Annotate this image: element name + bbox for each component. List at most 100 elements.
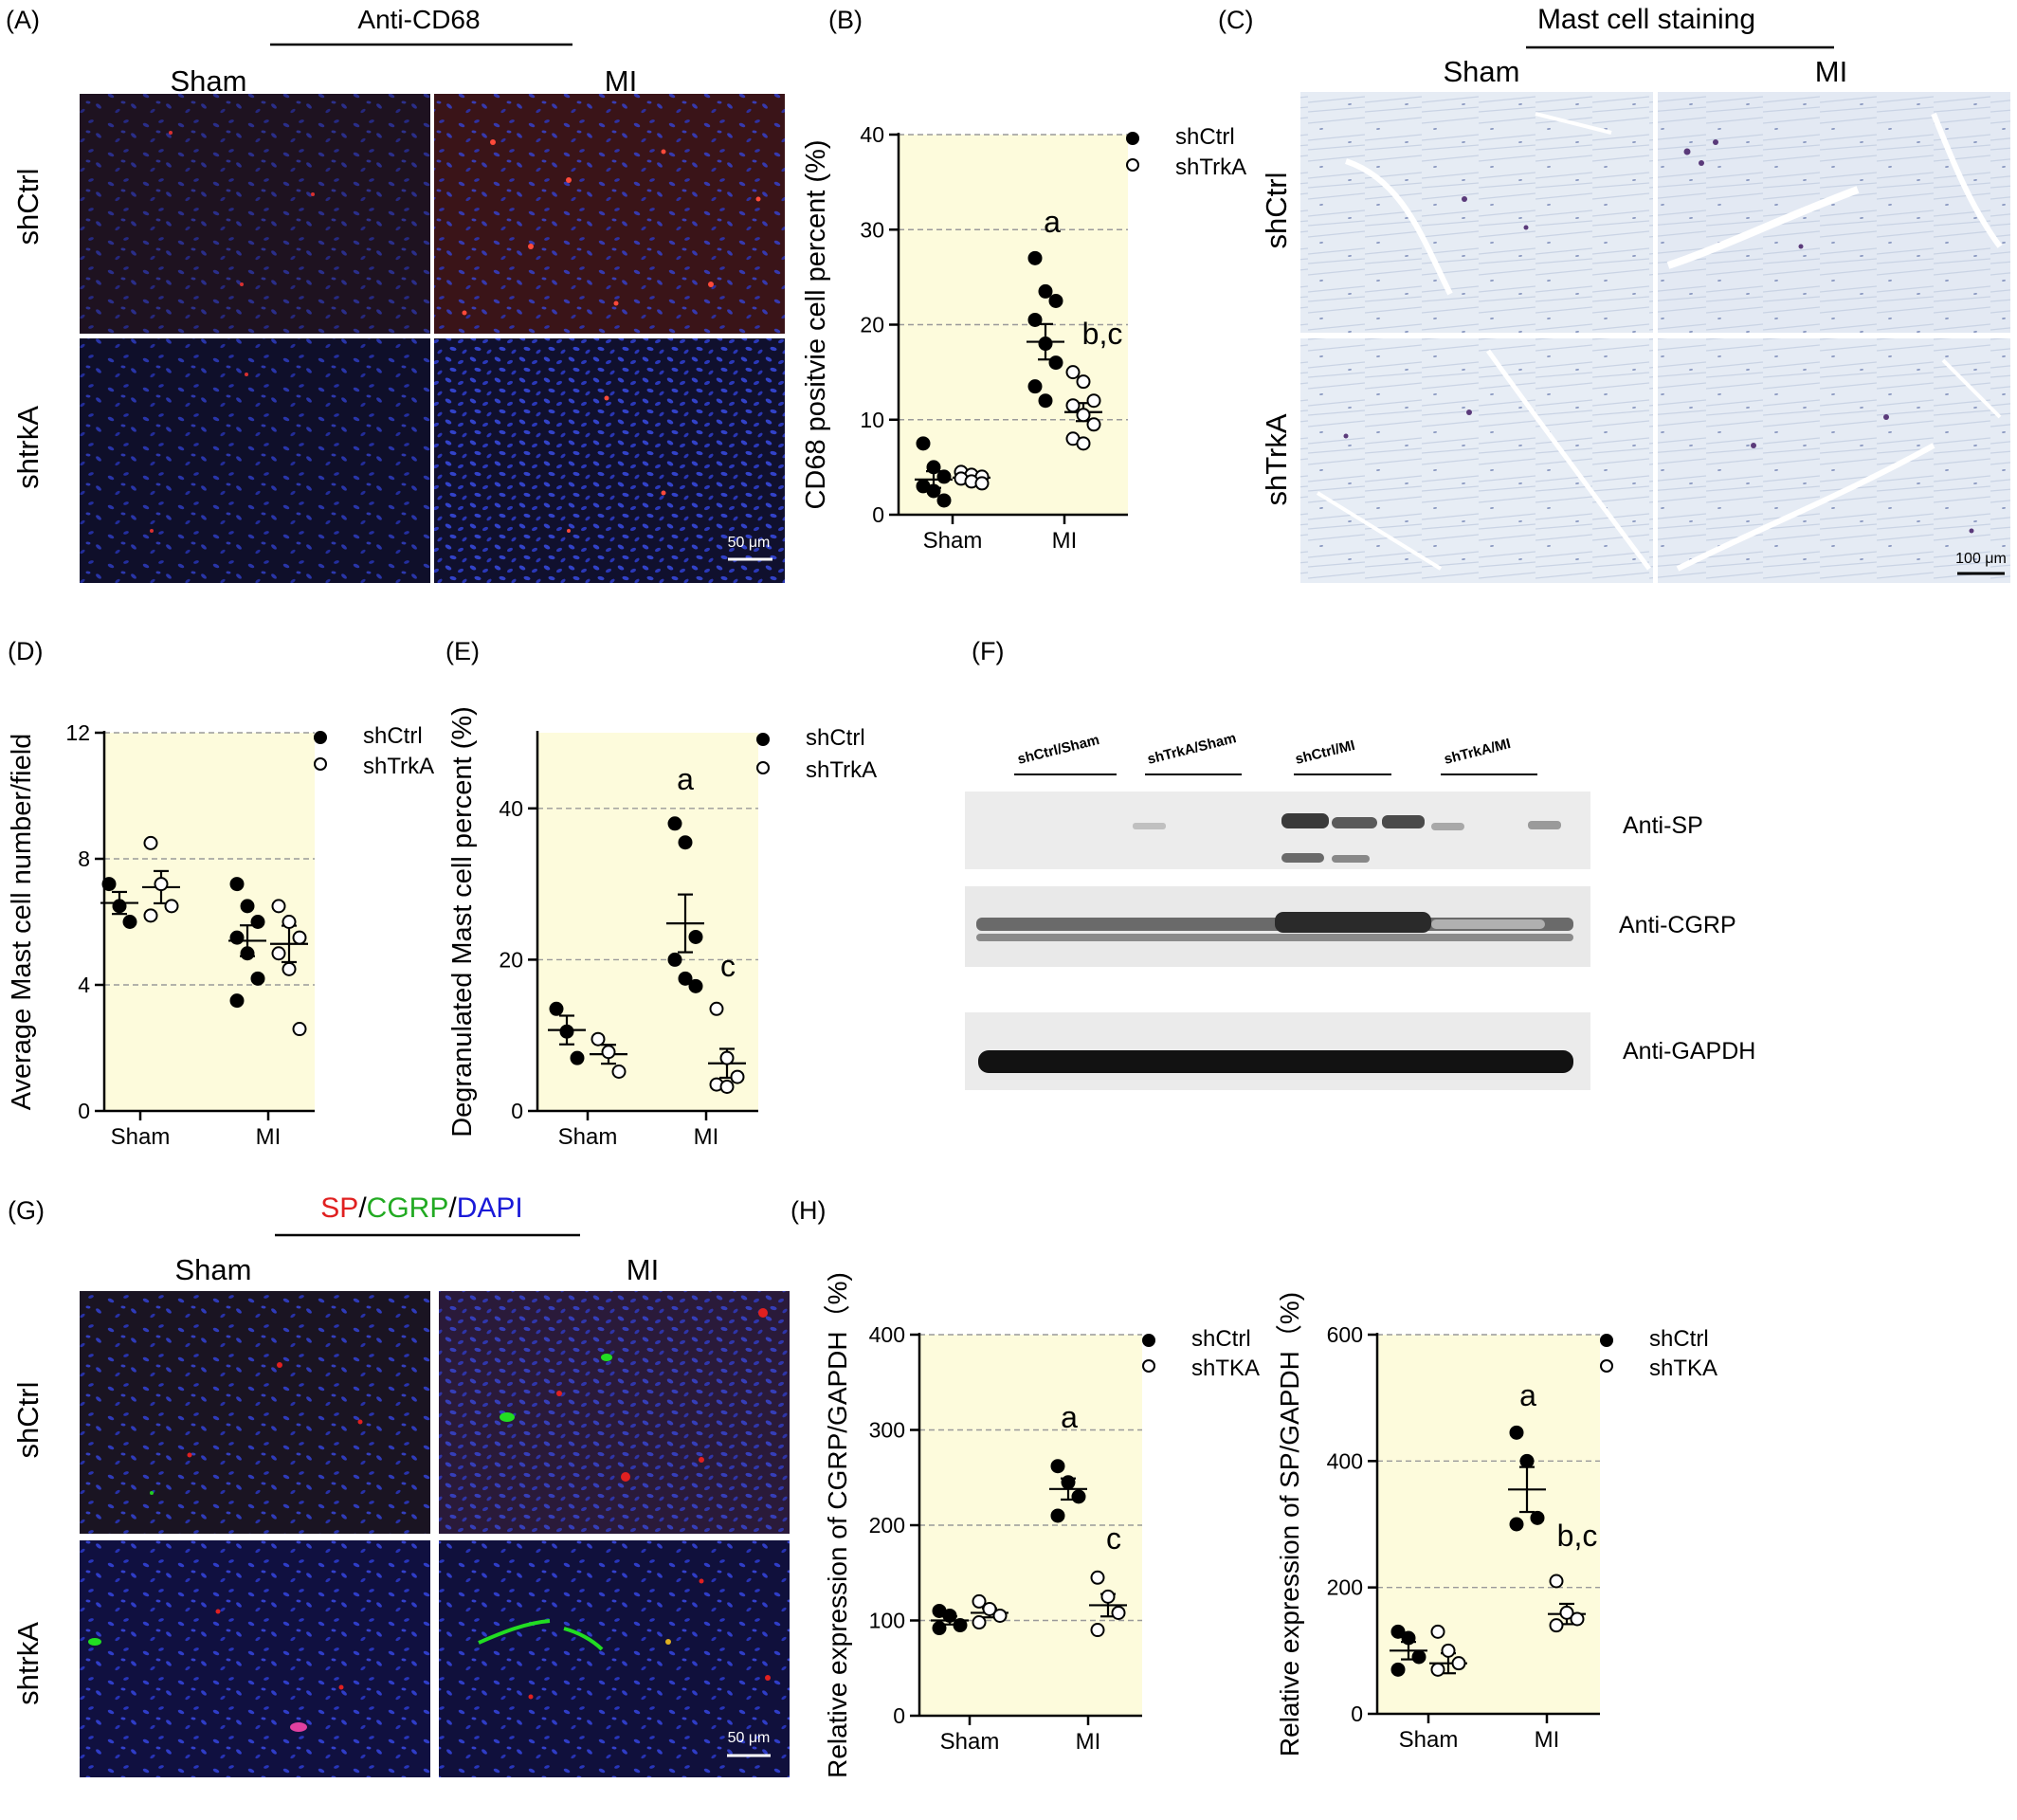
panel-d-shtrka-point-1-5 xyxy=(292,1022,307,1037)
panel-b-shctrl-point-0-1 xyxy=(926,460,941,475)
panel-b-shtrka-point-0-5 xyxy=(974,476,990,491)
panel-g-row-shtrka: shtrkA xyxy=(11,1622,45,1705)
panel-a-row-shtrka: shtrkA xyxy=(11,406,45,489)
panel-e-shtrka-point-0-1 xyxy=(601,1045,616,1060)
panel-b-y-tick-label-3: 30 xyxy=(860,217,884,242)
panel-a-letter: (A) xyxy=(6,6,40,34)
panel-b-shtrka-point-1-0 xyxy=(1065,365,1081,380)
panel-b-shctrl-point-1-6 xyxy=(1027,379,1043,394)
panel-e-shtrka-point-1-4 xyxy=(719,1079,735,1094)
panel-h1-y-tick-label-2: 200 xyxy=(869,1513,905,1538)
panel-e-legend-label-1: shTrkA xyxy=(806,757,877,783)
panel-b-x-tick-label-0: Sham xyxy=(923,528,983,554)
panel-e-shtrka-point-0-2 xyxy=(611,1065,627,1080)
panel-a-scale-label: 50 μm xyxy=(728,535,771,551)
panel-f-blot-cgrp xyxy=(965,886,1590,967)
panel-b-shctrl-point-1-0 xyxy=(1027,250,1043,265)
panel-g-title-sep-1: / xyxy=(358,1192,367,1224)
panel-f-group-4: shTrkA/MI xyxy=(1443,736,1513,768)
panel-d-y-tick-label-3: 12 xyxy=(65,720,90,745)
panel-b-shctrl-point-1-3 xyxy=(1027,312,1043,327)
panel-b-shtrka-point-1-5 xyxy=(1086,417,1101,432)
panel-e-legend-label-0: shCtrl xyxy=(806,725,865,751)
panel-g-letter: (G) xyxy=(8,1196,45,1225)
panel-c-row-shctrl: shCtrl xyxy=(1260,173,1293,249)
panel-f-blot-gapdh-label: Anti-GAPDH xyxy=(1623,1038,1755,1065)
panel-d-plot-area xyxy=(104,733,315,1111)
panel-h2-annotation-1: b,c xyxy=(1557,1519,1598,1553)
panel-e-letter: (E) xyxy=(445,637,480,665)
panel-h1-annotation-0: a xyxy=(1061,1400,1078,1434)
panel-d-shctrl-point-1-3 xyxy=(229,930,245,945)
panel-d-shtrka-point-1-1 xyxy=(282,915,297,929)
panel-a-stain-label: Anti-CD68 xyxy=(357,5,480,34)
panel-h1-shctrl-point-0-3 xyxy=(932,1621,947,1636)
panel-a-col-sham: Sham xyxy=(171,64,247,98)
panel-h2-shtka-point-0-2 xyxy=(1451,1656,1466,1671)
panel-h1-shctrl-point-1-1 xyxy=(1061,1475,1076,1490)
panel-h1-shtka-point-1-3 xyxy=(1090,1623,1105,1638)
panel-h1-shctrl-point-1-0 xyxy=(1050,1459,1065,1474)
panel-h1-shctrl-point-0-1 xyxy=(942,1608,957,1623)
panel-h1-x-tick-label-0: Sham xyxy=(940,1729,1000,1755)
panel-h1-annotation-1: c xyxy=(1106,1521,1121,1556)
panel-d-shctrl-point-0-2 xyxy=(122,915,137,929)
panel-h2-legend-label-0: shCtrl xyxy=(1649,1326,1709,1352)
panel-d-shtrka-point-0-1 xyxy=(154,877,169,892)
panel-h2-shtka-point-0-3 xyxy=(1430,1662,1445,1677)
panel-d-legend-label-0: shCtrl xyxy=(363,723,423,749)
panel-c-col-sham: Sham xyxy=(1444,55,1520,88)
panel-d-x-tick-label-0: Sham xyxy=(111,1124,171,1150)
panel-d-y-tick-label-2: 8 xyxy=(78,846,90,871)
panel-b: (B) 0 10 20 30 40 Sham MI CD68 positvie cell pe… xyxy=(801,6,1246,554)
panel-f-blot-sp xyxy=(965,792,1590,869)
panel-g-image-sham-shtrka xyxy=(80,1540,430,1777)
panel-h2-shctrl-point-0-3 xyxy=(1390,1662,1406,1677)
panel-h1-shtka-point-1-2 xyxy=(1111,1605,1126,1620)
panel-b-x-tick-label-1: MI xyxy=(1052,528,1078,554)
panel-e-shtrka-point-1-0 xyxy=(709,1001,724,1016)
panel-b-annotation-1: b,c xyxy=(1082,317,1123,351)
panel-a-image-sham-shctrl xyxy=(80,94,430,334)
panel-g-title-cgrp: CGRP xyxy=(367,1192,449,1224)
panel-h2-legend-marker-0 xyxy=(1600,1334,1613,1347)
panel-g: (G) SP/CGRP/DAPI Sham MI shCtrl shtrkA xyxy=(8,1192,790,1777)
panel-e-shctrl-point-0-0 xyxy=(549,1001,564,1016)
panel-f-blot-gapdh xyxy=(965,1012,1590,1090)
panel-h2-shctrl-point-1-2 xyxy=(1530,1510,1545,1525)
panel-b-shtrka-point-1-7 xyxy=(1076,436,1091,451)
panel-b-shctrl-point-1-4 xyxy=(1038,337,1053,352)
panel-e-shtrka-point-1-2 xyxy=(730,1069,745,1084)
panel-b-shctrl-point-0-0 xyxy=(916,436,931,451)
panel-b-y-tick-label-2: 20 xyxy=(860,313,884,337)
panel-g-image-mi-shtrka xyxy=(439,1540,790,1777)
panel-e-shctrl-point-0-1 xyxy=(559,1024,574,1039)
panel-h2-x-tick-label-0: Sham xyxy=(1399,1727,1459,1753)
panel-b-legend-label-1: shTrkA xyxy=(1175,155,1246,180)
panel-b-shctrl-point-1-2 xyxy=(1048,293,1063,308)
panel-b-y-label: CD68 positvie cell percent (%) xyxy=(801,139,831,509)
panel-c-image-sham-shctrl xyxy=(1300,92,1653,333)
panel-d: (D) 0 4 8 12 Sham MI Average Mast cell number/… xyxy=(7,637,434,1150)
panel-a-image-sham-shtrka xyxy=(80,338,430,583)
panel-g-col-mi: MI xyxy=(627,1253,659,1286)
panel-h1-shctrl-point-1-3 xyxy=(1050,1508,1065,1523)
panel-h1-y-tick-label-4: 400 xyxy=(869,1322,905,1347)
panel-b-y-tick-label-1: 10 xyxy=(860,408,884,432)
panel-h1-y-tick-label-1: 100 xyxy=(869,1609,905,1633)
panel-d-shctrl-point-1-4 xyxy=(240,946,255,961)
panel-g-col-sham: Sham xyxy=(175,1253,252,1286)
panel-h2: 0 200 400 600 Sham MI Relative expression of S… xyxy=(1275,1292,1717,1756)
panel-b-shctrl-point-0-4 xyxy=(926,483,941,499)
panel-h1-y-tick-label-0: 0 xyxy=(893,1703,905,1728)
panel-c-image-mi-shctrl xyxy=(1658,92,2010,333)
panel-e-y-tick-label-2: 40 xyxy=(499,796,523,821)
panel-d-shctrl-point-1-0 xyxy=(229,877,245,892)
panel-f-group-3: shCtrl/MI xyxy=(1294,737,1356,768)
panel-h1-shctrl-point-0-2 xyxy=(953,1618,968,1633)
panel-h2-shctrl-point-1-1 xyxy=(1519,1453,1535,1468)
panel-h1-shtka-point-1-1 xyxy=(1100,1589,1116,1604)
panel-g-scale-label: 50 μm xyxy=(728,1730,771,1746)
panel-c-col-mi: MI xyxy=(1815,55,1847,88)
panel-h2-x-tick-label-1: MI xyxy=(1535,1727,1560,1753)
